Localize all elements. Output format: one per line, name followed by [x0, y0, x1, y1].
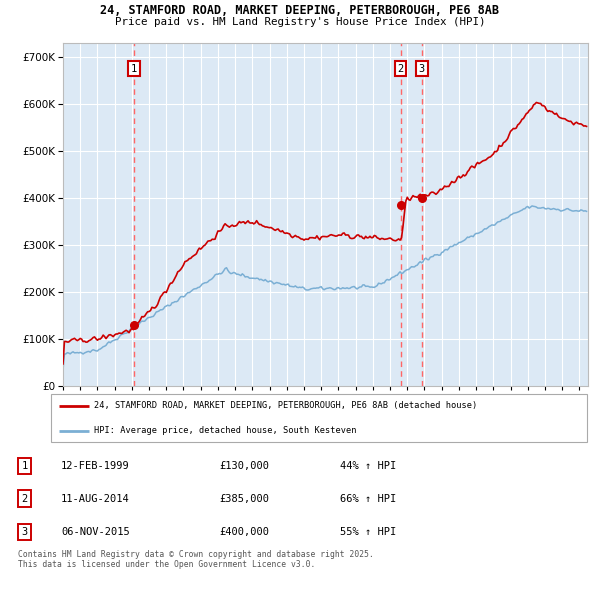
Text: £385,000: £385,000: [220, 494, 269, 504]
Text: 3: 3: [22, 527, 28, 537]
Text: 12-FEB-1999: 12-FEB-1999: [61, 461, 130, 471]
Text: Contains HM Land Registry data © Crown copyright and database right 2025.
This d: Contains HM Land Registry data © Crown c…: [18, 550, 374, 569]
Text: 24, STAMFORD ROAD, MARKET DEEPING, PETERBOROUGH, PE6 8AB (detached house): 24, STAMFORD ROAD, MARKET DEEPING, PETER…: [94, 401, 478, 410]
Text: 06-NOV-2015: 06-NOV-2015: [61, 527, 130, 537]
Text: 24, STAMFORD ROAD, MARKET DEEPING, PETERBOROUGH, PE6 8AB: 24, STAMFORD ROAD, MARKET DEEPING, PETER…: [101, 4, 499, 17]
FancyBboxPatch shape: [51, 394, 587, 441]
Text: £130,000: £130,000: [220, 461, 269, 471]
Text: 55% ↑ HPI: 55% ↑ HPI: [340, 527, 397, 537]
Text: 66% ↑ HPI: 66% ↑ HPI: [340, 494, 397, 504]
Text: 11-AUG-2014: 11-AUG-2014: [61, 494, 130, 504]
Text: 44% ↑ HPI: 44% ↑ HPI: [340, 461, 397, 471]
Text: 2: 2: [398, 64, 404, 74]
Text: 1: 1: [22, 461, 28, 471]
Text: HPI: Average price, detached house, South Kesteven: HPI: Average price, detached house, Sout…: [94, 426, 356, 435]
Text: 1: 1: [131, 64, 137, 74]
Text: 2: 2: [22, 494, 28, 504]
Text: £400,000: £400,000: [220, 527, 269, 537]
Text: 3: 3: [419, 64, 425, 74]
Text: Price paid vs. HM Land Registry's House Price Index (HPI): Price paid vs. HM Land Registry's House …: [115, 17, 485, 27]
